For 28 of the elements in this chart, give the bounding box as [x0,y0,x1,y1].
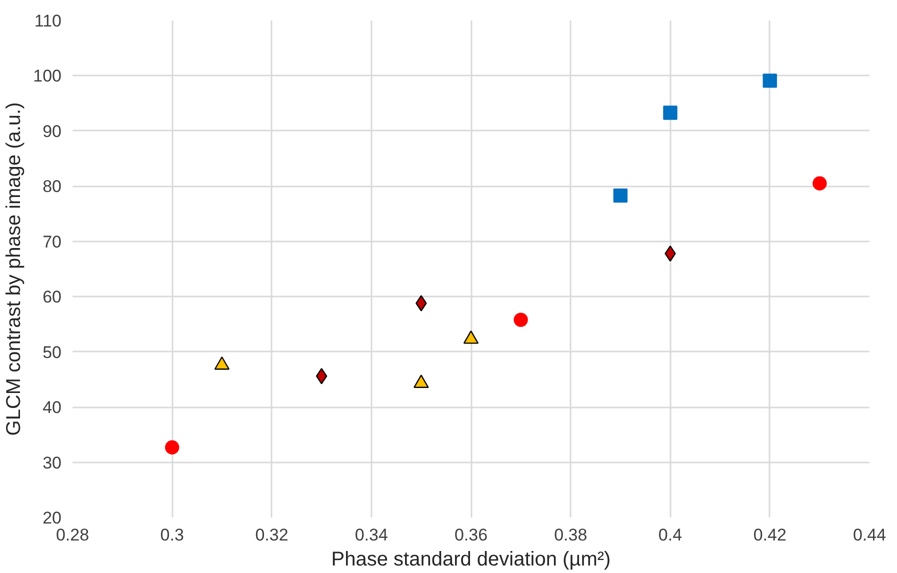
x-tick-label: 0.36 [454,526,488,544]
y-axis-title: GLCM contrast by phase image (a.u.) [3,102,26,436]
x-tick-label: 0.4 [658,526,682,544]
y-tick-label: 20 [42,508,62,528]
y-tick-label: 60 [42,288,62,307]
y-tick-label: 50 [42,342,62,362]
y-tick-label: 80 [42,177,62,196]
x-tick-label: 0.38 [554,526,588,544]
point [812,176,827,190]
y-tick-label: 70 [42,232,62,252]
x-tick-label: 0.32 [255,526,288,544]
x-tick-label: 0.28 [56,526,90,544]
x-axis-title: Phase standard deviation (µm²) [331,548,611,570]
y-tick-label: 40 [42,398,62,418]
point [663,106,678,120]
y-tick-label: 30 [42,453,62,472]
x-tick-label: 0.34 [354,526,388,544]
x-tick-label: 0.44 [852,526,886,544]
y-tick-label: 110 [34,12,62,30]
x-tick-label: 0.42 [753,526,786,544]
point [613,188,628,203]
point [762,74,777,88]
y-tick-label: 90 [42,122,62,141]
point [316,368,328,384]
point [514,312,528,327]
x-tick-label: 0.3 [160,526,184,544]
y-tick-label: 100 [33,66,62,86]
point [165,440,180,454]
